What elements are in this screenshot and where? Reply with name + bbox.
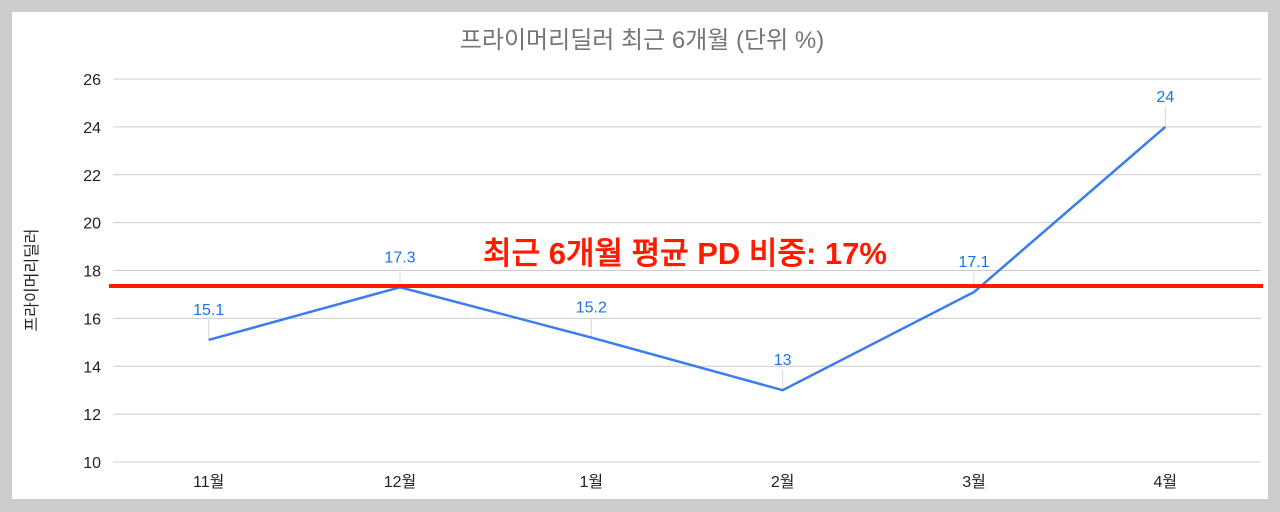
y-tick-label: 16 <box>83 311 101 328</box>
y-tick-label: 24 <box>83 120 101 137</box>
y-tick-label: 18 <box>83 264 101 281</box>
x-tick-label: 4월 <box>1154 473 1178 491</box>
x-tick-label: 1월 <box>580 473 604 491</box>
y-tick-label: 26 <box>83 72 101 89</box>
data-label: 17.3 <box>384 249 415 266</box>
gridlines <box>113 78 1261 463</box>
data-labels: 15.1 17.3 15.2 13 17.1 24 <box>193 89 1174 369</box>
data-label: 24 <box>1156 89 1174 106</box>
x-axis-ticks: 11월 12월 1월 2월 3월 4월 <box>193 473 1177 491</box>
y-axis-ticks: 10 12 14 16 18 20 22 24 26 <box>83 72 101 472</box>
y-axis-label: 프라이머리딜러 <box>23 228 41 331</box>
x-tick-label: 3월 <box>962 473 986 491</box>
x-tick-label: 12월 <box>384 473 417 491</box>
data-label-leaders <box>208 106 1166 391</box>
y-tick-label: 12 <box>83 407 101 424</box>
y-tick-label: 22 <box>83 168 101 185</box>
chart-frame: 프라이머리딜러 최근 6개월 (단위 %) 프라이머리딜러 10 12 14 16 18… <box>12 12 1268 499</box>
data-label: 15.2 <box>576 300 607 317</box>
line-chart: 프라이머리딜러 최근 6개월 (단위 %) 프라이머리딜러 10 12 14 16 18… <box>23 27 1263 491</box>
data-label: 17.1 <box>958 254 989 271</box>
y-tick-label: 14 <box>83 359 101 376</box>
y-tick-label: 20 <box>83 216 101 233</box>
x-tick-label: 11월 <box>193 473 224 491</box>
y-tick-label: 10 <box>83 455 101 472</box>
average-annotation: 최근 6개월 평균 PD 비중: 17% <box>483 236 887 271</box>
data-label: 15.1 <box>193 302 224 319</box>
data-label: 13 <box>774 352 792 369</box>
x-tick-label: 2월 <box>771 473 795 491</box>
chart-title: 프라이머리딜러 최근 6개월 (단위 %) <box>460 27 824 54</box>
series-line <box>208 125 1167 392</box>
